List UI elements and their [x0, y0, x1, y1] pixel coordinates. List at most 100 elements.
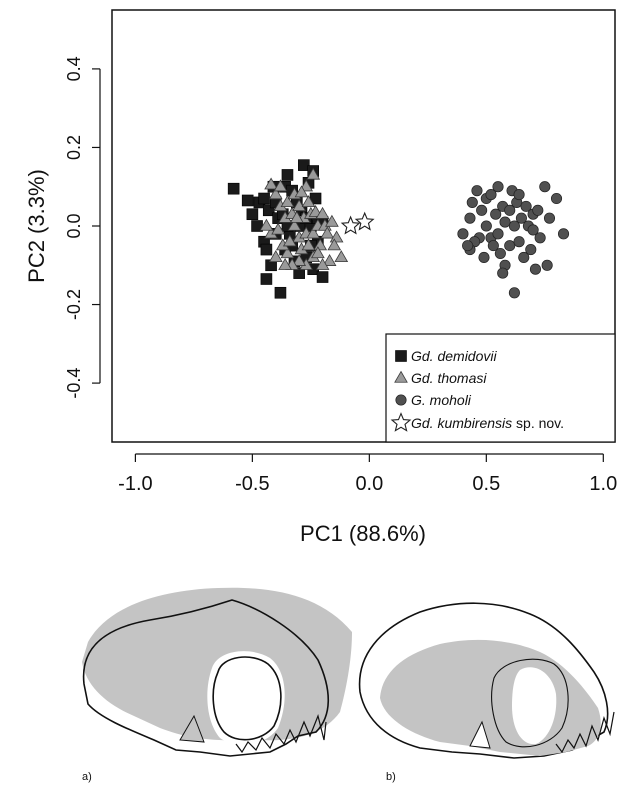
data-point-star	[354, 211, 375, 231]
skull-b-orbit-white	[512, 667, 557, 745]
data-point-triangle	[306, 226, 321, 239]
data-point-circle	[504, 240, 516, 252]
data-point-triangle	[282, 234, 297, 247]
data-point-circle	[485, 189, 497, 201]
data-point-triangle	[287, 218, 302, 231]
data-point-circle	[462, 240, 474, 252]
data-point-circle	[525, 244, 537, 256]
panel-a-label: a)	[82, 771, 92, 783]
y-tick-label: 0.0	[64, 213, 84, 238]
data-point-triangle	[268, 187, 283, 200]
data-point-circle	[532, 204, 544, 216]
data-point-triangle	[259, 218, 274, 231]
skull-b-outline	[358, 602, 609, 759]
legend: Gd. demidovii Gd. thomasi G. moholi Gd. …	[385, 333, 616, 443]
scatter-plot: -0.4 -0.2 0.0 0.2 0.4 -1.0 -0.5 0.0 0.5 1.0 PC1 …	[24, 9, 617, 546]
data-point-circle	[499, 216, 511, 228]
data-point-circle	[457, 228, 469, 240]
legend-markers	[390, 350, 412, 432]
data-point-circle	[490, 208, 502, 220]
legend-entry-3: Gd. kumbirensis sp. nov.	[411, 415, 564, 431]
data-point-square	[274, 286, 287, 299]
legend-marker-star	[390, 412, 412, 432]
data-point-square	[241, 194, 254, 207]
data-point-circle	[557, 228, 570, 240]
data-point-triangle	[278, 257, 292, 270]
y-axis-label: PC2 (3.3%)	[24, 169, 49, 283]
y-tick-label: -0.4	[64, 368, 84, 399]
x-tick-label: 1.0	[589, 473, 617, 495]
data-point-circle	[513, 189, 525, 201]
data-point-triangle	[334, 250, 349, 263]
skull-b-teeth	[555, 711, 615, 754]
data-point-circle	[541, 259, 553, 271]
data-point-circle	[518, 251, 530, 263]
data-point-triangle	[325, 214, 339, 227]
x-axis: -1.0 -0.5 0.0 0.5 1.0	[118, 453, 617, 495]
series-circle	[457, 181, 570, 299]
x-axis-label: PC1 (88.6%)	[300, 521, 426, 546]
data-point-square	[246, 208, 259, 221]
data-point-circle	[487, 240, 499, 252]
data-point-circle	[476, 204, 488, 216]
data-point-triangle	[320, 226, 335, 239]
data-point-circle	[478, 251, 490, 263]
legend-entry-2: G. moholi	[411, 392, 472, 408]
data-points	[227, 159, 570, 299]
legend-marker-square	[395, 350, 407, 362]
data-point-triangle	[280, 195, 295, 208]
data-point-square	[260, 243, 273, 256]
data-point-triangle	[301, 238, 316, 251]
data-point-square	[281, 169, 294, 181]
data-point-triangle	[315, 257, 330, 270]
data-point-circle	[508, 220, 520, 232]
data-point-square	[260, 273, 273, 285]
data-point-triangle	[313, 238, 328, 251]
data-point-triangle	[301, 195, 316, 208]
legend-box	[385, 333, 616, 443]
legend-marker-circle	[395, 394, 407, 406]
data-point-circle	[466, 196, 478, 208]
data-point-circle	[494, 247, 506, 260]
data-point-square	[316, 271, 329, 283]
data-point-circle	[543, 212, 556, 224]
data-point-circle	[527, 224, 539, 236]
data-point-square	[258, 192, 270, 205]
data-point-triangle	[280, 246, 295, 259]
skull-b-orbit	[491, 658, 569, 748]
data-point-square	[298, 159, 310, 171]
data-point-circle	[508, 287, 520, 299]
data-point-triangle	[327, 238, 342, 251]
data-point-triangle	[329, 230, 344, 243]
data-point-circle	[513, 236, 525, 248]
data-point-triangle	[273, 179, 288, 192]
data-point-circle	[529, 263, 542, 275]
data-point-triangle	[315, 206, 330, 219]
skull-panel-a: a)	[82, 587, 352, 783]
skull-a-foramen	[179, 714, 205, 743]
data-point-circle	[471, 185, 483, 197]
x-tick-label: -1.0	[118, 473, 152, 495]
data-point-triangle	[264, 177, 278, 190]
skull-a-outline	[82, 599, 330, 757]
data-point-triangle	[289, 210, 304, 223]
data-point-circle	[534, 232, 546, 244]
y-tick-label: 0.4	[64, 56, 84, 81]
data-point-circle	[520, 200, 532, 212]
data-point-circle	[504, 204, 516, 216]
data-point-triangle	[322, 254, 337, 266]
skull-a-orbit	[212, 656, 282, 741]
data-point-circle	[492, 181, 504, 193]
data-point-triangle	[271, 222, 285, 235]
legend-entry-1: Gd. thomasi	[411, 370, 487, 386]
y-axis: -0.4 -0.2 0.0 0.2 0.4	[64, 56, 101, 399]
series-star	[340, 211, 375, 235]
legend-marker-triangle	[394, 370, 408, 383]
data-point-star	[340, 215, 361, 235]
legend-entry-0: Gd. demidovii	[411, 348, 497, 364]
data-point-triangle	[311, 246, 325, 259]
data-point-triangle	[268, 250, 283, 263]
skull-a-orbit-white	[207, 651, 285, 745]
skull-b-foramen	[469, 720, 491, 749]
data-point-triangle	[292, 199, 307, 211]
